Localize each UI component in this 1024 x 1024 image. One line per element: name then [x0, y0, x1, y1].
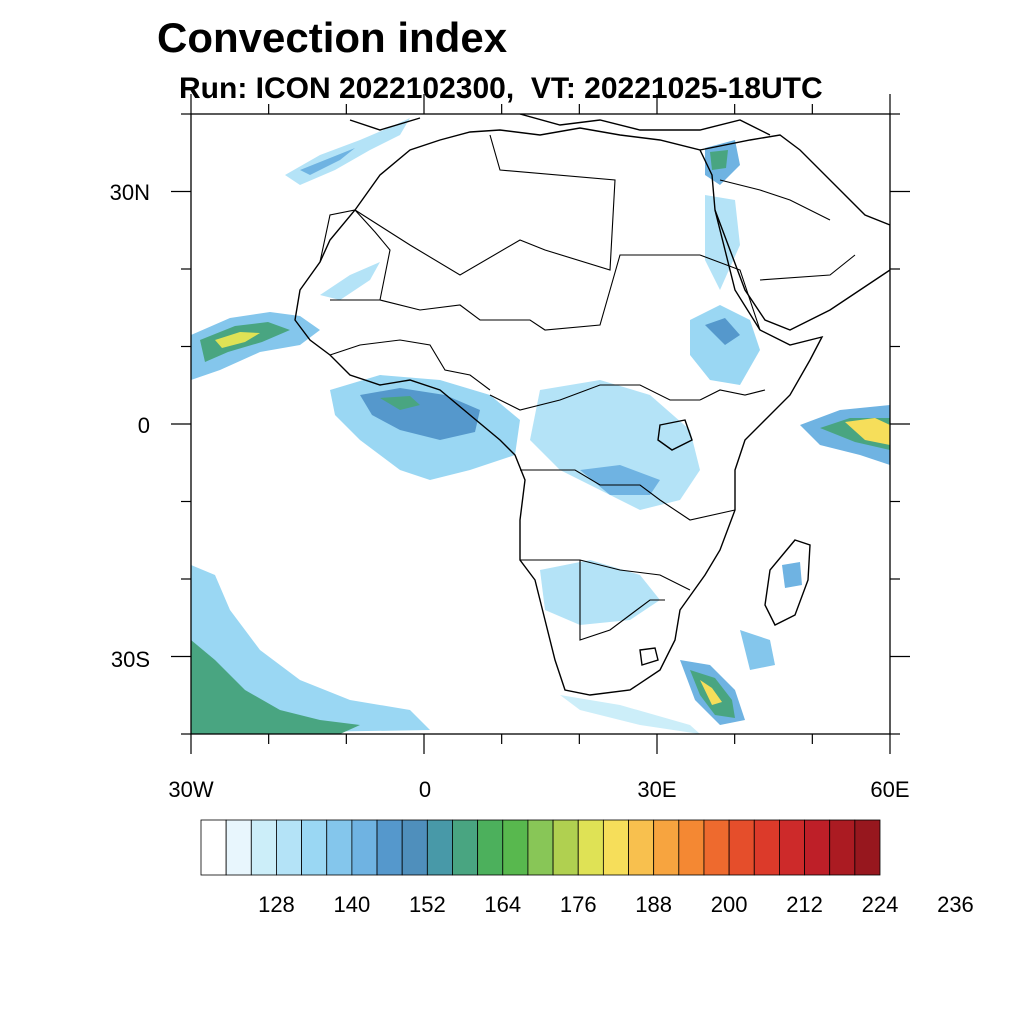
colorbar-labels: 128 140 152 164 176 188 200 212 224 236 [258, 892, 974, 917]
colorbar-label: 188 [635, 892, 672, 917]
colorbar-swatch [602, 819, 629, 876]
colorbar-swatch [401, 819, 428, 876]
map-axis-labels: 30N 0 30S 30W 0 30E 60E [110, 180, 910, 802]
colorbar-swatch [376, 819, 403, 876]
lake-victoria [657, 419, 693, 451]
field-indian-ocean-hot [845, 418, 890, 445]
field-central-core [580, 465, 660, 495]
field-south-atlantic-streak [560, 695, 700, 734]
field-se-indian [740, 630, 775, 670]
border-southern-africa [520, 559, 691, 641]
lon-label-30w: 30W [168, 777, 213, 802]
colorbar-swatch [250, 819, 277, 876]
colorbar-swatch [477, 819, 504, 876]
colorbar-swatch [351, 819, 378, 876]
colorbar-label: 212 [786, 892, 823, 917]
field-ethiopia-core [705, 318, 740, 345]
lon-label-0: 0 [419, 777, 431, 802]
colorbar-swatch [301, 819, 328, 876]
colorbar-label: 236 [937, 892, 974, 917]
lon-label-30e: 30E [637, 777, 676, 802]
border-central-africa [489, 384, 700, 411]
convection-field [191, 118, 890, 734]
lat-label-0: 0 [138, 413, 150, 438]
colorbar-swatch [703, 819, 730, 876]
mediterranean-north-coast [349, 114, 771, 136]
colorbar-swatch [804, 819, 831, 876]
colorbar-label: 128 [258, 892, 295, 917]
field-central-africa [530, 380, 700, 510]
field-sahel-streak [320, 262, 380, 300]
colorbar-label: 164 [484, 892, 521, 917]
colorbar-swatch [200, 819, 227, 876]
field-west-atlantic [191, 312, 320, 380]
colorbar-label: 140 [334, 892, 371, 917]
border-west-africa [329, 339, 491, 391]
field-madagascar [782, 562, 802, 588]
colorbar-swatch [779, 819, 805, 876]
field-west-atlantic-hot [215, 332, 260, 348]
arabia-coastline [699, 134, 890, 331]
colorbar-swatch [653, 819, 680, 876]
colorbar-swatch [577, 819, 604, 876]
border-sahel [379, 254, 700, 331]
colorbar-swatch [854, 819, 881, 876]
colorbar-swatch [276, 819, 302, 876]
colorbar [200, 819, 881, 876]
madagascar-coastline [764, 539, 811, 626]
colorbar-swatch [502, 819, 529, 876]
colorbar-swatch [829, 819, 856, 876]
lat-label-30s: 30S [111, 647, 150, 672]
border-east-africa [699, 254, 766, 401]
field-southern-africa [540, 560, 660, 625]
colorbar-swatch [728, 819, 755, 876]
field-agulhas-hot [700, 680, 722, 705]
lon-label-60e: 60E [870, 777, 909, 802]
country-borders [319, 134, 856, 641]
colorbar-swatch [452, 819, 479, 876]
border-algeria-libya-niger [354, 134, 616, 276]
colorbar-swatch [628, 819, 655, 876]
field-levant-core [710, 150, 728, 170]
colorbar-label: 200 [711, 892, 748, 917]
field-gulf-guinea-green [380, 396, 420, 410]
colorbar-swatch [326, 819, 353, 876]
coastlines [294, 114, 890, 696]
colorbar-label: 224 [862, 892, 899, 917]
lesotho-border [639, 647, 659, 666]
colorbar-label: 176 [560, 892, 597, 917]
colorbar-label: 152 [409, 892, 446, 917]
border-arabia [719, 179, 856, 281]
colorbar-swatch [527, 819, 554, 876]
chart-title: Convection index [157, 14, 508, 61]
colorbar-swatch [426, 819, 453, 876]
run-subtitle: Run: ICON 2022102300, VT: 20221025-18UTC [179, 72, 823, 105]
colorbar-swatch [225, 819, 252, 876]
border-equatorial [520, 469, 736, 521]
colorbar-swatch [552, 819, 579, 876]
field-south-atlantic-core [191, 640, 360, 734]
map-ticks [171, 94, 910, 754]
field-north-atlantic-core [300, 148, 355, 175]
field-south-atlantic [191, 565, 430, 734]
colorbar-swatch [678, 819, 705, 876]
africa-coastline [294, 127, 824, 696]
lat-label-30n: 30N [110, 180, 150, 205]
colorbar-swatch [753, 819, 780, 876]
